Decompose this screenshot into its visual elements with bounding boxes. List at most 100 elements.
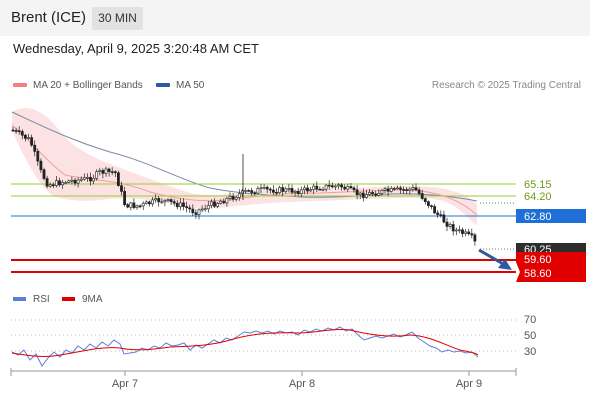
candle-body xyxy=(73,179,77,184)
candle-body xyxy=(327,184,331,187)
candle-body xyxy=(48,184,52,187)
candle-body xyxy=(110,171,114,173)
instrument-title: Brent (ICE) xyxy=(11,9,87,26)
candle-body xyxy=(302,187,306,191)
candle-body xyxy=(361,192,365,198)
candle-body xyxy=(414,187,418,191)
candle-body xyxy=(430,205,433,207)
candle-body xyxy=(27,137,30,139)
chart-header: Brent (ICE) 30 MIN xyxy=(0,0,590,36)
candle-body xyxy=(182,202,185,207)
label-59-60: 59.60 xyxy=(524,254,552,266)
candle-body xyxy=(433,206,437,214)
candle-body xyxy=(200,208,204,211)
candle-body xyxy=(138,205,142,208)
candle-body xyxy=(333,185,337,188)
candle-body xyxy=(411,187,415,190)
candle-body xyxy=(160,201,164,204)
candle-body xyxy=(219,201,223,204)
candle-body xyxy=(70,179,74,182)
candle-body xyxy=(117,172,120,186)
candle-body xyxy=(166,199,170,201)
candle-body xyxy=(11,129,15,132)
candle-body xyxy=(61,182,65,186)
interval-button[interactable]: 30 MIN xyxy=(92,7,143,30)
candle-body xyxy=(172,201,176,204)
candle-body xyxy=(268,188,272,191)
label-64-20: 64.20 xyxy=(524,191,552,203)
candle-body xyxy=(51,184,55,187)
candle-body xyxy=(473,234,477,242)
timestamp: Wednesday, April 9, 2025 3:20:48 AM CET xyxy=(13,41,259,56)
candle-body xyxy=(113,171,117,174)
candle-body xyxy=(23,134,27,139)
candle-body xyxy=(126,204,130,208)
candle-body xyxy=(417,189,421,194)
candle-body xyxy=(30,137,34,146)
candle-body xyxy=(151,199,154,205)
candle-body xyxy=(64,182,68,184)
candle-body xyxy=(287,188,291,190)
candle-body xyxy=(346,186,350,190)
rsi-grid xyxy=(11,319,516,352)
ma50-line xyxy=(11,111,478,202)
candle-body xyxy=(281,187,285,192)
rsi-level-30: 30 xyxy=(524,346,536,358)
candle-body xyxy=(20,131,24,136)
candle-body xyxy=(79,178,83,181)
x-axis xyxy=(10,368,517,376)
candle-body xyxy=(54,180,58,186)
legend-ma20: MA 20 + Bollinger Bands xyxy=(13,80,143,91)
candle-body xyxy=(86,177,89,179)
candle-body xyxy=(237,193,241,198)
candle-body xyxy=(253,192,257,194)
candle-body xyxy=(330,185,334,188)
candle-body xyxy=(380,190,384,194)
label-62-80-badge: 62.80 xyxy=(516,209,586,223)
candle-body xyxy=(392,188,396,190)
candle-body xyxy=(42,169,46,179)
candle-body xyxy=(454,229,458,232)
candle-body xyxy=(216,203,220,207)
candle-body xyxy=(436,212,440,215)
bollinger-band xyxy=(12,108,477,225)
candle-body xyxy=(318,188,322,191)
candle-body xyxy=(265,186,269,190)
candle-body xyxy=(420,193,424,199)
candle-body xyxy=(104,168,108,174)
candle-body xyxy=(290,188,294,193)
support-badge: 59.60 58.60 xyxy=(516,252,586,282)
candle-body xyxy=(120,185,123,192)
x-label-apr-7: Apr 7 xyxy=(112,378,138,390)
candle-body xyxy=(309,189,313,192)
label-58-60: 58.60 xyxy=(524,268,552,280)
ma50-swatch xyxy=(156,83,170,88)
candle-body xyxy=(408,188,412,191)
candle-body xyxy=(402,189,406,191)
candle-body xyxy=(296,191,300,195)
candle-body xyxy=(175,202,179,208)
candle-body xyxy=(92,178,96,182)
legend-ma20-label: MA 20 + Bollinger Bands xyxy=(33,80,143,91)
candle-body xyxy=(262,186,266,189)
legend-ma50: MA 50 xyxy=(156,80,204,91)
candle-body xyxy=(228,196,232,199)
candle-body xyxy=(203,208,207,210)
candle-body xyxy=(129,202,133,208)
candle-body xyxy=(247,190,251,192)
candle-body xyxy=(470,233,474,236)
candle-body xyxy=(39,160,43,171)
candle-body xyxy=(355,189,359,196)
candle-body xyxy=(426,201,430,206)
candle-body xyxy=(374,193,378,196)
candle-body xyxy=(467,231,471,234)
candle-body xyxy=(67,180,71,183)
candle-body xyxy=(17,130,21,132)
candle-body xyxy=(188,207,192,210)
candle-body xyxy=(135,205,139,208)
candle-body xyxy=(194,212,198,215)
candle-body xyxy=(95,171,99,179)
candle-body xyxy=(445,221,449,227)
candle-body xyxy=(389,188,393,192)
candle-body xyxy=(222,201,226,204)
